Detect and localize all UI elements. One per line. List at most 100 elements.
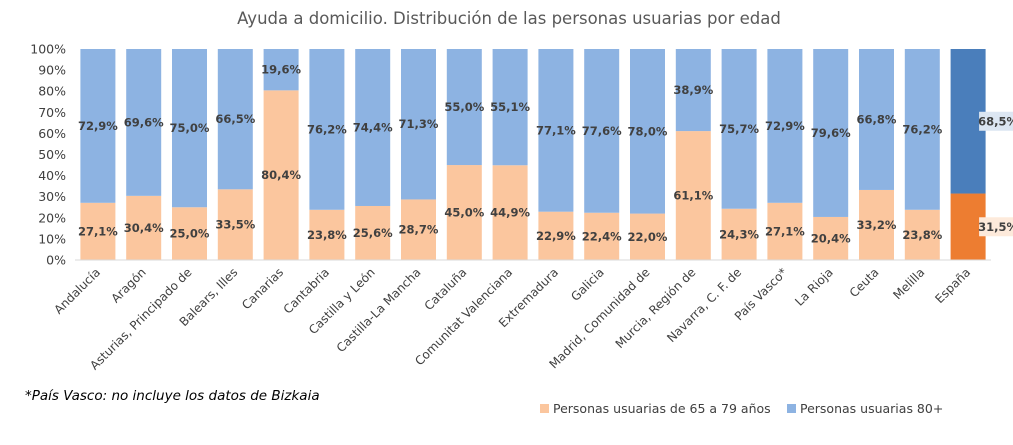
x-tick-label: Murcia, Región de [613, 265, 699, 351]
data-label: 33,5% [215, 218, 255, 232]
bar-80-plus-aragon [126, 49, 162, 196]
data-label: 71,3% [399, 117, 439, 131]
y-tick-label: 10% [38, 231, 66, 246]
x-tick-label: Andalucía [51, 265, 103, 317]
bar-65-79-madrid-comunidad-de [630, 213, 665, 260]
data-label: 69,6% [124, 115, 164, 129]
data-label: 76,2% [902, 122, 942, 136]
y-tick-label: 40% [38, 168, 66, 183]
data-label: 75,7% [719, 122, 759, 136]
y-tick-label: 100% [30, 42, 66, 57]
data-label: 66,5% [215, 112, 255, 126]
bar-80-plus-asturias-principado-de [172, 49, 207, 208]
data-label: 22,4% [582, 229, 622, 243]
data-label-background [979, 217, 1013, 237]
bar-80-plus-castilla-la-mancha [401, 49, 436, 200]
bar-65-79-la-rioja [813, 216, 849, 260]
data-label: 66,8% [857, 112, 897, 126]
bar-65-79-aragon [126, 195, 162, 260]
bar-80-plus-pais-vasco [767, 49, 803, 203]
y-tick-label: 20% [38, 210, 66, 225]
data-label: 74,4% [353, 120, 393, 134]
bar-65-79-melilla [904, 209, 940, 260]
bar-65-79-castilla-y-leon [355, 205, 391, 260]
data-label: 31,5% [978, 220, 1013, 234]
bar-65-79-cantabria [309, 209, 345, 260]
data-label: 72,9% [765, 119, 805, 133]
data-label: 80,4% [261, 168, 301, 182]
bar-80-plus-balears-illes [217, 49, 253, 190]
data-label: 23,8% [307, 228, 347, 242]
bar-80-plus-canarias [263, 49, 299, 91]
y-tick-label: 30% [38, 189, 66, 204]
bar-80-plus-murcia-region-de [675, 49, 711, 132]
x-tick-label: Galicia [568, 265, 607, 304]
x-tick-label: Melilla [890, 265, 927, 302]
data-label: 78,0% [628, 124, 668, 138]
bar-65-79-ceuta [859, 189, 894, 260]
data-label: 27,1% [78, 224, 118, 238]
bar-65-79-asturias-principado-de [172, 207, 207, 260]
data-label: 45,0% [444, 206, 484, 220]
footnote: *País Vasco: no incluye los datos de Biz… [25, 388, 320, 404]
bar-80-plus-cantabria [309, 49, 345, 210]
data-label: 25,6% [353, 226, 393, 240]
data-label: 44,9% [490, 206, 530, 220]
data-label: 22,0% [628, 230, 668, 244]
bar-80-plus-andalucia [80, 49, 116, 203]
x-tick-label: España [932, 265, 973, 306]
data-label: 24,3% [719, 227, 759, 241]
bar-80-plus-castilla-y-leon [355, 49, 391, 206]
bar-80-plus-comunitat-valenciana [492, 49, 528, 166]
data-label: 19,6% [261, 63, 301, 77]
bar-80-plus-melilla [904, 49, 940, 210]
data-label: 72,9% [78, 119, 118, 133]
bar-65-79-navarra-c-f-de [721, 208, 757, 260]
chart-title: Ayuda a domicilio. Distribución de las p… [237, 9, 781, 28]
data-label: 30,4% [124, 221, 164, 235]
bar-80-plus-madrid-comunidad-de [630, 49, 665, 214]
x-tick-label: Cataluña [422, 265, 470, 313]
data-label: 77,1% [536, 123, 576, 137]
y-tick-label: 70% [38, 105, 66, 120]
data-label: 25,0% [170, 227, 210, 241]
legend-label-80-plus: Personas usuarias 80+ [800, 401, 943, 416]
data-label: 23,8% [902, 228, 942, 242]
legend-swatch-80-plus [787, 404, 796, 413]
bar-80-plus-ceuta [859, 49, 894, 190]
bar-80-plus-navarra-c-f-de [721, 49, 757, 209]
data-label: 22,9% [536, 229, 576, 243]
y-tick-label: 50% [38, 147, 66, 162]
data-label: 79,6% [811, 126, 851, 140]
y-tick-label: 90% [38, 63, 66, 78]
bar-80-plus-cataluna [446, 49, 482, 166]
data-label: 38,9% [673, 83, 713, 97]
bar-65-79-balears-illes [217, 189, 253, 260]
y-axis: 0% 10% 20% 30% 40% 50% 60% 70% 80% 90% 100% [30, 42, 66, 268]
x-tick-label: La Rioja [792, 265, 836, 309]
x-tick-label: Castilla-La Mancha [334, 265, 424, 355]
data-label: 27,1% [765, 224, 805, 238]
data-label-background [979, 111, 1013, 131]
data-label: 20,4% [811, 231, 851, 245]
bar-65-79-murcia-region-de [675, 131, 711, 260]
bar-80-plus-extremadura [538, 49, 574, 212]
legend-label-65-79: Personas usuarias de 65 a 79 años [553, 401, 771, 416]
y-tick-label: 60% [38, 126, 66, 141]
y-tick-label: 0% [46, 253, 66, 268]
bar-65-79-castilla-la-mancha [401, 199, 436, 260]
data-label: 55,0% [444, 100, 484, 114]
bar-65-79-andalucia [80, 202, 116, 260]
legend: Personas usuarias de 65 a 79 años Person… [540, 401, 943, 416]
bar-65-79-extremadura [538, 211, 574, 260]
y-tick-label: 80% [38, 84, 66, 99]
x-tick-label: Canarias [239, 265, 286, 312]
data-label: 68,5% [978, 114, 1013, 128]
legend-swatch-65-79 [540, 404, 549, 413]
x-tick-label: Aragón [108, 265, 148, 305]
data-label: 55,1% [490, 100, 530, 114]
x-tick-label: Ceuta [847, 265, 882, 300]
data-label: 76,2% [307, 122, 347, 136]
data-label: 75,0% [170, 121, 210, 135]
